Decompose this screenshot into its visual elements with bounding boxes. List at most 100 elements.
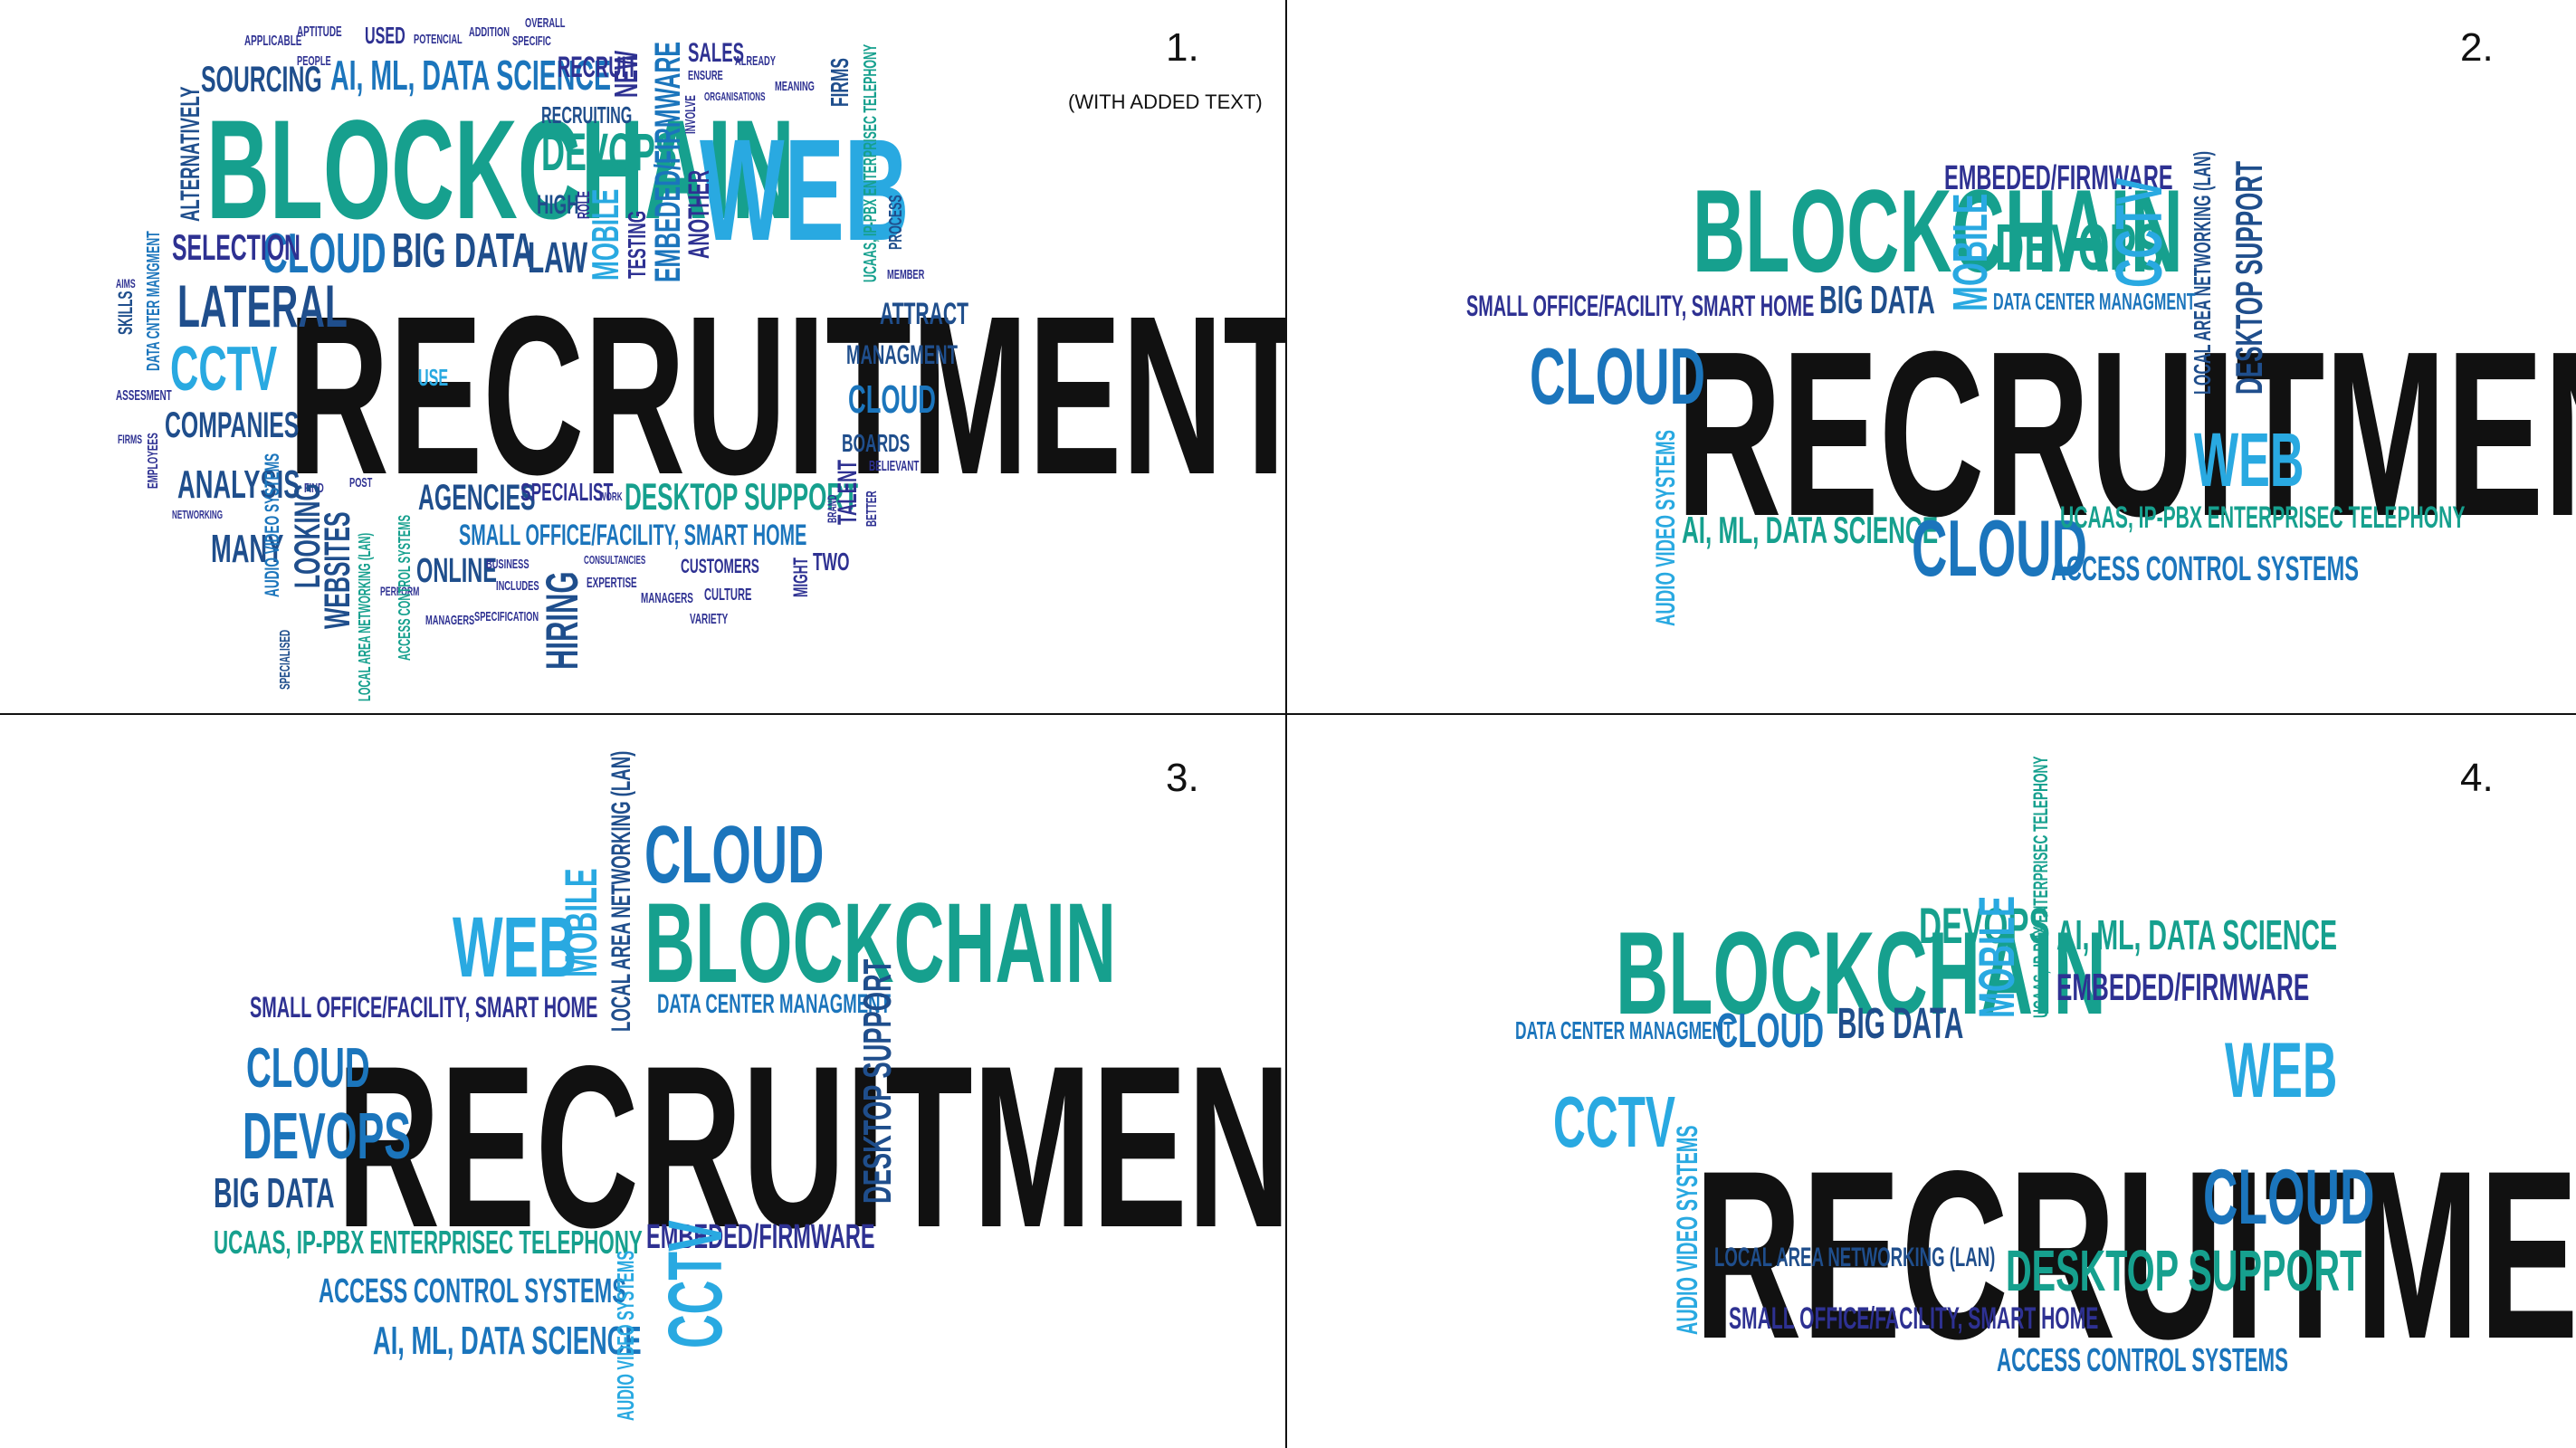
cloud-word: BIG DATA (1837, 1000, 1964, 1048)
cloud-word: NETWORKING (172, 508, 223, 521)
cloud-word: RECRUITMENT (288, 269, 1285, 521)
cloud-word: INCLUDES (496, 578, 539, 594)
cloud-word: RECRUITING (541, 101, 633, 129)
cloud-word: BOARDS (842, 429, 911, 457)
cloud-word: ATTRACT (880, 297, 968, 331)
cloud-word: OVERALL (525, 15, 566, 31)
cloud-word: ACCESS CONTROL SYSTEMS (1997, 1341, 2289, 1378)
cloud-word: ACCESS CONTROL SYSTEMS (2051, 550, 2359, 588)
cloud-word: CLOUD (848, 377, 936, 422)
cloud-word: UCAAS, IP-PBX ENTERPRISEC TELEPHONY (2029, 756, 2052, 1018)
cloud-word: MOBILE (1968, 895, 2025, 1018)
cloud-word: VARIETY (690, 612, 729, 627)
cloud-word: BLOCKCHAIN (644, 881, 1116, 1006)
cloud-word: CULTURE (704, 586, 752, 604)
cloud-word: CCTV (1553, 1081, 1676, 1162)
horizontal-divider (0, 713, 2576, 715)
cloud-word: DATA CENTER MANAGMENT (1515, 1016, 1733, 1044)
cloud-word: UCAAS, IP-PBX ENTERPRISEC TELEPHONY (214, 1224, 643, 1261)
word-cloud-3: RECRUITMENT CLOUD BLOCKCHAIN LOCAL AREA NET… (0, 715, 1285, 1448)
cloud-word: AUDIO VIDEO SYSTEMS (1671, 1125, 1703, 1335)
cloud-word: BLOCKCHAIN (206, 91, 796, 249)
cloud-word: SALES (688, 38, 745, 68)
cloud-word: FIRMS (118, 432, 143, 446)
cloud-word: DESKTOP SUPPORT (2228, 160, 2270, 395)
cloud-word: EXPERTISE (587, 576, 637, 591)
cloud-word: ALREADY (735, 53, 776, 69)
cloud-word: WEB (700, 109, 910, 271)
cloud-word: SMALL OFFICE/FACILITY, SMART HOME (250, 991, 598, 1024)
cloud-word: SELECTION (172, 228, 301, 268)
cloud-word: MEANING (775, 79, 815, 94)
cloud-word: AUDIO VIDEO SYSTEMS (1651, 429, 1681, 626)
cloud-word: ONLINE (416, 552, 498, 590)
cloud-word: PEOPLE (297, 53, 331, 69)
cloud-word: EMBEDED/FIRMWARE (1944, 159, 2173, 197)
cloud-word: ACCESS CONTROL SYSTEMS (319, 1272, 626, 1310)
cloud-word: CCTV (2104, 177, 2176, 288)
cloud-word: DATA CENTER MANAGMENT (657, 989, 891, 1019)
cloud-word: RECRUITMENT (1694, 1121, 2576, 1389)
panel-3-number: 3. (1166, 756, 1199, 800)
cloud-word: AIMS (116, 276, 136, 291)
cloud-word: DESKTOP SUPPORT (2006, 1238, 2362, 1303)
panel-4-number: 4. (2460, 756, 2494, 800)
cloud-word: MANAGERS (641, 591, 693, 606)
cloud-word: SMALL OFFICE/FACILITY, SMART HOME (459, 519, 807, 551)
cloud-word: BIG DATA (214, 1169, 335, 1216)
cloud-word: SOURCING (201, 60, 322, 100)
cloud-word: ASSESMENT (116, 388, 172, 404)
cloud-word: EMBEDED/FIRMWARE (646, 1218, 875, 1256)
cloud-word: CLOUD (2203, 1154, 2375, 1241)
cloud-word: POST (349, 475, 373, 491)
cloud-word: RECRUITMENT (1676, 303, 2576, 566)
cloud-word: DEVOPS (1995, 212, 2164, 284)
cloud-word: DEVOPS (243, 1100, 412, 1173)
cloud-word: CLOUD (246, 1037, 370, 1100)
cloud-word: USE (418, 364, 449, 391)
word-cloud-4: RECRUITMENTBLOCKCHAINDEVOPSMOBILEUCAAS, … (0, 715, 2576, 1448)
cloud-word: LAW (528, 234, 588, 282)
cloud-word: MANY (211, 527, 284, 571)
cloud-word: CCTV (170, 333, 278, 404)
cloud-word: CUSTOMERS (681, 555, 759, 577)
cloud-word: LOCAL AREA NETWORKING (LAN) (2189, 151, 2216, 395)
cloud-word: UCAAS, IP-PBX ENTERPRISEC TELEPHONY (2060, 500, 2466, 535)
cloud-word: DEVOPS (541, 123, 677, 182)
cloud-word: BLOCKCHAIN (1616, 907, 2106, 1039)
cloud-word: EMBEDED/FIRMWARE (2056, 966, 2310, 1008)
cloud-word: ADDITION (469, 24, 510, 40)
cloud-word: BUSINESS (486, 557, 530, 572)
cloud-word: AGENCIES (418, 478, 536, 518)
panel-2-number: 2. (2460, 25, 2494, 70)
cloud-word: AI, ML, DATA SCIENCE (330, 52, 612, 99)
cloud-word: LATERAL (177, 272, 348, 339)
cloud-word: DESKTOP SUPPORT (625, 475, 859, 518)
cloud-word: USED (365, 22, 405, 49)
cloud-word: MOBILE (1943, 193, 1998, 311)
cloud-word: WEB (2225, 1027, 2338, 1114)
panel-1-note: (WITH ADDED TEXT) (1068, 90, 1263, 113)
cloud-word: CLOUD (1912, 503, 2087, 593)
cloud-word: WEB (2194, 417, 2304, 502)
cloud-word: POTENCIAL (414, 32, 463, 47)
cloud-word: CLOUD (262, 223, 386, 285)
cloud-word: RECRUITMENT (337, 1018, 1285, 1276)
cloud-word: CLOUD (644, 810, 825, 900)
cloud-word: ANALYSIS (177, 462, 301, 507)
cloud-word: SPECIALIST (520, 478, 614, 506)
cloud-word: SPECIFICATION (474, 609, 539, 624)
cloud-word: COMPANIES (165, 405, 300, 445)
cloud-word: ORGANISATIONS (704, 90, 766, 103)
cloud-word: BIG DATA (392, 224, 534, 278)
cloud-word: AI, ML, DATA SCIENCE (1682, 509, 1939, 551)
cloud-word: RECRUIT (558, 51, 638, 83)
cloud-word: MANAGERS (425, 613, 475, 628)
cloud-word: SMALL OFFICE/FACILITY, SMART HOME (1729, 1301, 2099, 1336)
word-cloud-2: RECRUITMENT BLOCKCHAIN EMBEDED/FIRMWARE DEV… (0, 0, 2576, 713)
cloud-word: CLOUD (1716, 1004, 1825, 1058)
cloud-word: CONSULTANCIES (584, 553, 646, 567)
cloud-word: ENSURE (688, 68, 723, 83)
cloud-word: SMALL OFFICE/FACILITY, SMART HOME (1466, 290, 1815, 322)
cloud-word: WORK (599, 490, 623, 503)
